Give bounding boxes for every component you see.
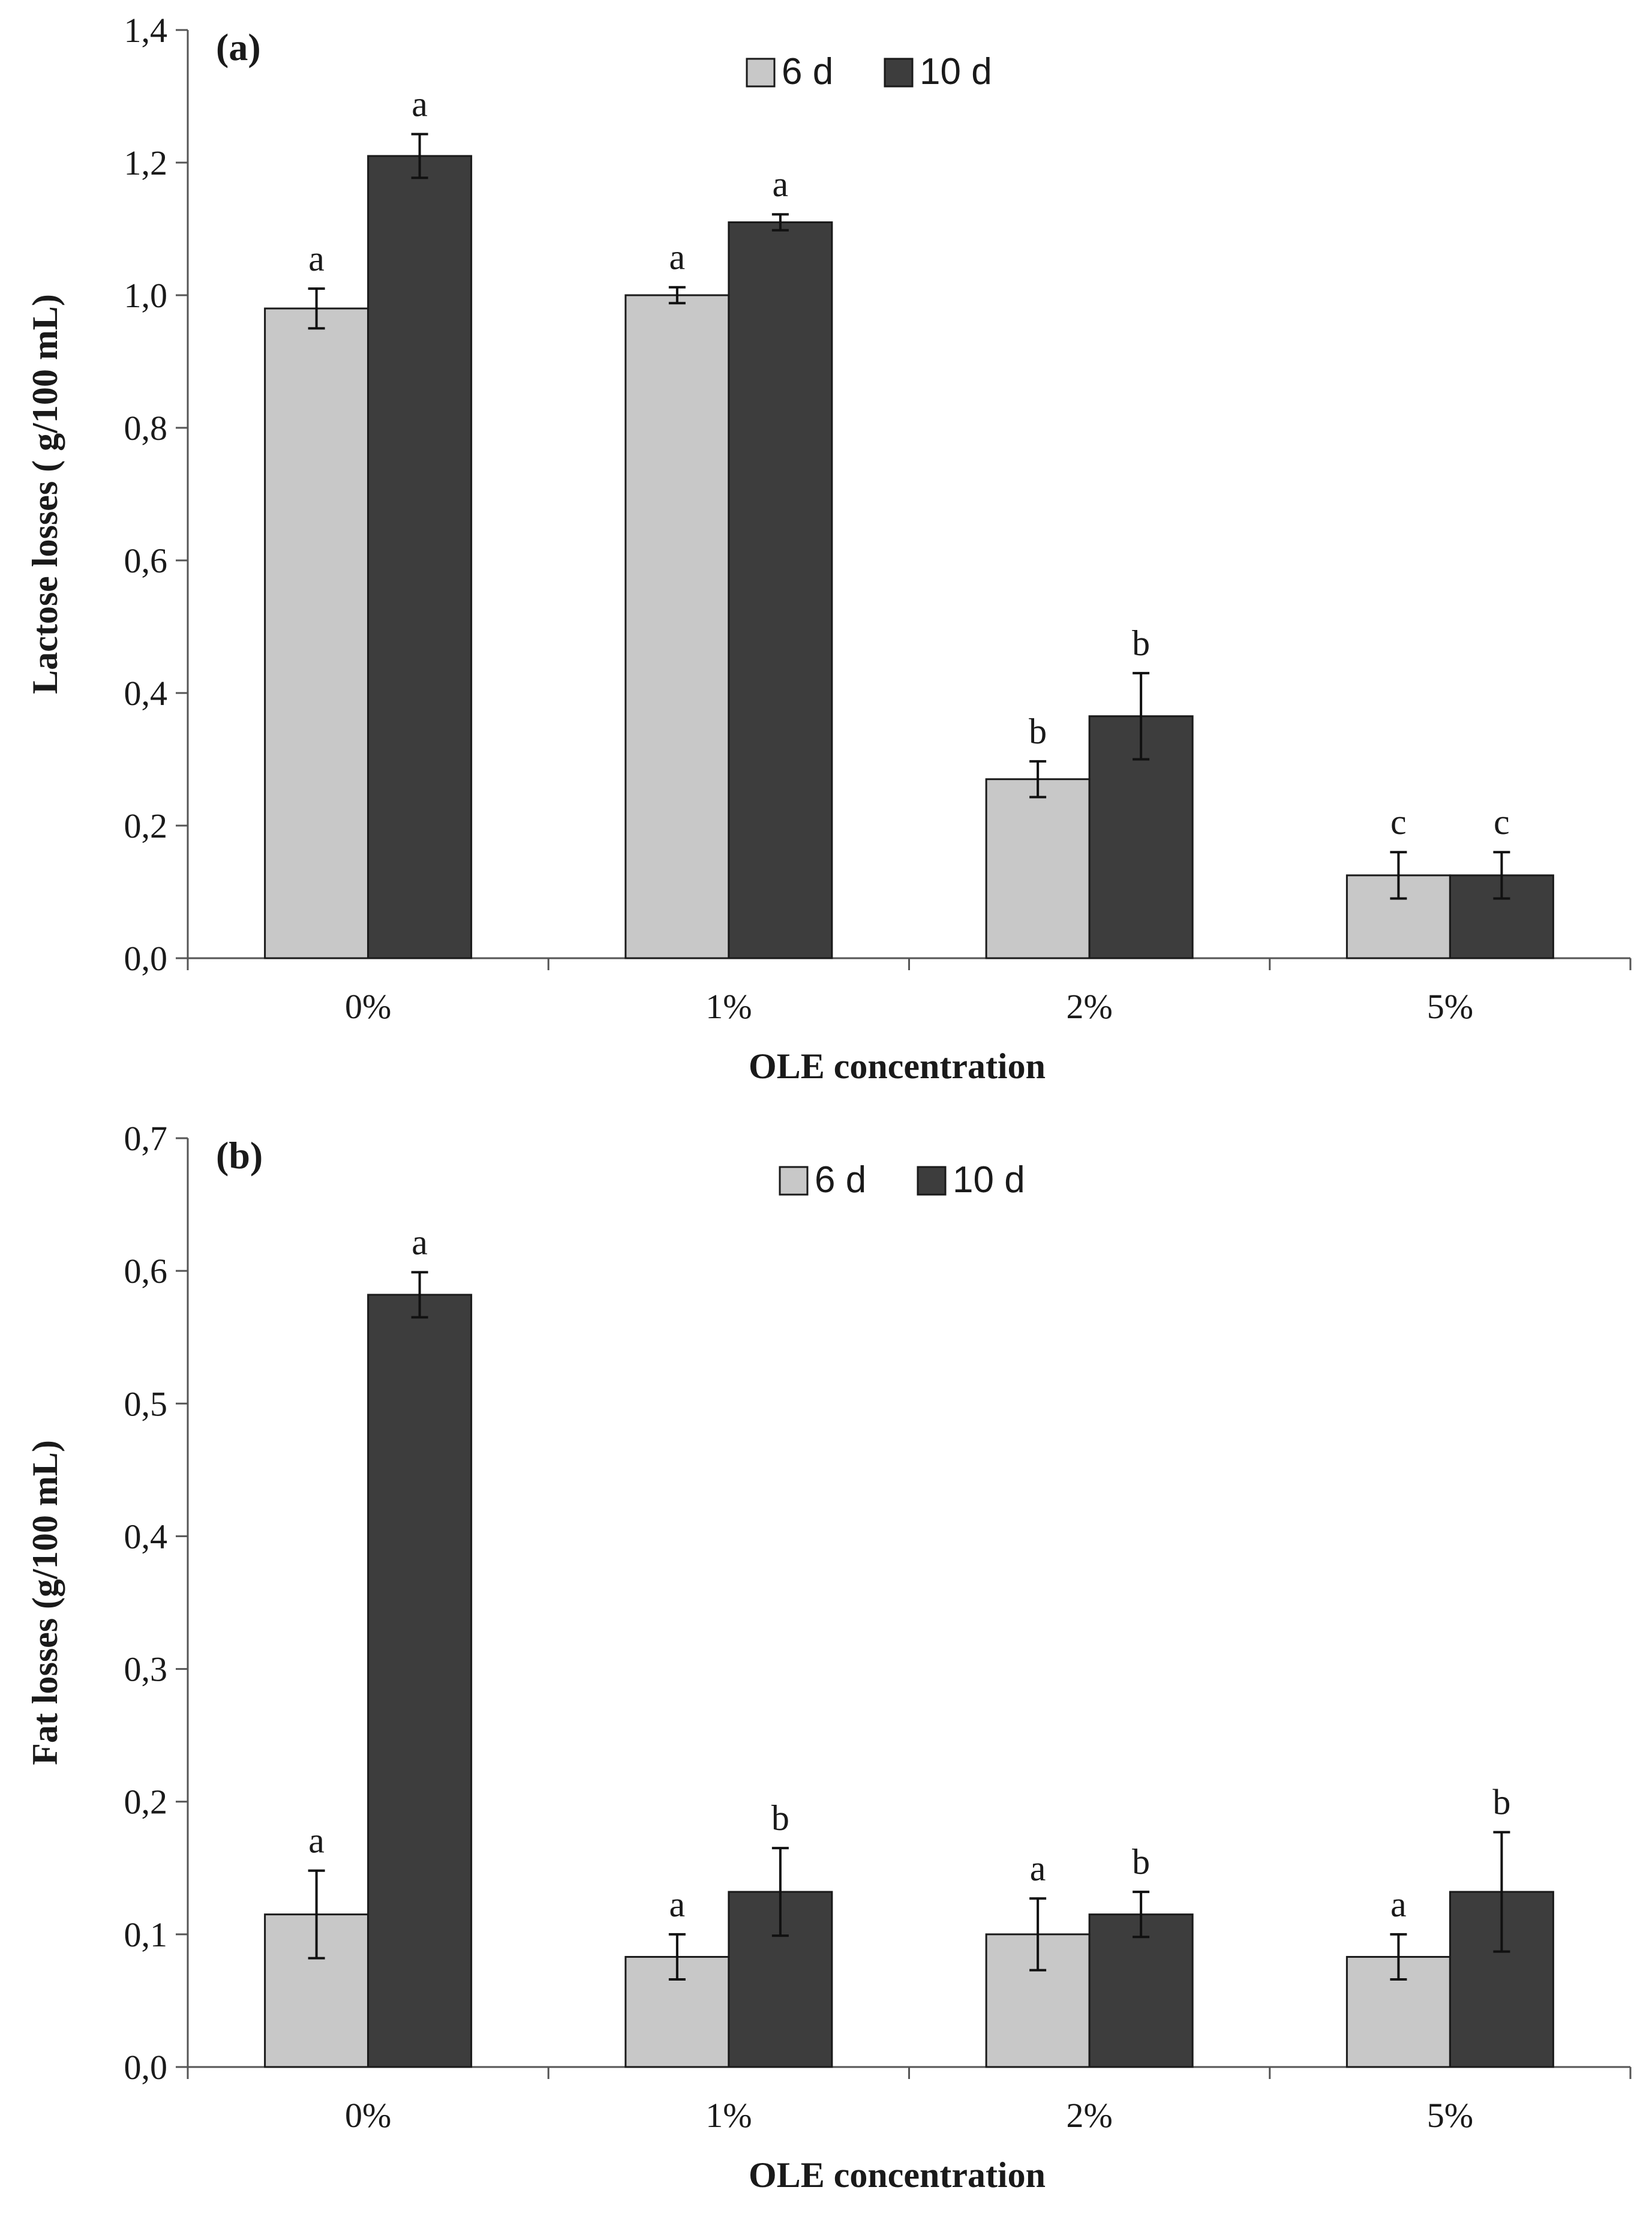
bar-0pct-10d	[367, 1294, 473, 2068]
x-tick-label: 2%	[1066, 2096, 1112, 2135]
y-tick-label: 0,6	[124, 1252, 168, 1291]
y-tick-label: 0,4	[124, 1517, 168, 1556]
chart-panel-b: 0,0 0,1 0,2 0,3 0,4 0,5 0,6 0,7 a a 0% a b 1% a b 2% a b 5%…	[25, 1119, 1632, 2195]
significance-letter: b	[1132, 1842, 1150, 1882]
y-tick-label: 0,1	[124, 1915, 168, 1954]
panel-label: (b)	[216, 1134, 263, 1177]
significance-letter: c	[1494, 802, 1510, 842]
y-axis-label: Lactose losses ( g/100 mL)	[25, 294, 65, 694]
significance-letter: a	[308, 239, 325, 278]
bar-2pct-6d	[985, 778, 1091, 959]
x-tick-label: 0%	[345, 2096, 391, 2135]
significance-letter: c	[1390, 802, 1407, 842]
y-axis-label: Fat losses (g/100 mL)	[25, 1440, 65, 1765]
significance-letter: a	[412, 84, 428, 124]
significance-letter: b	[771, 1798, 789, 1838]
x-tick-label: 5%	[1427, 987, 1473, 1026]
x-tick-label: 0%	[345, 987, 391, 1026]
significance-letter: a	[669, 1885, 686, 1924]
significance-letter: b	[1029, 712, 1047, 751]
legend-swatch-10d	[917, 1166, 947, 1196]
bar-1pct-10d	[728, 221, 833, 959]
legend: 6 d 10 d	[779, 1159, 1025, 1201]
significance-letter: a	[412, 1222, 428, 1262]
x-axis-label: OLE concentration	[749, 2155, 1046, 2195]
x-tick-label: 1%	[705, 2096, 752, 2135]
significance-letter: a	[669, 238, 686, 277]
x-tick-label: 1%	[705, 987, 752, 1026]
legend-swatch-6d	[746, 58, 776, 88]
y-tick-label: 0,8	[124, 409, 168, 448]
y-tick-label: 0,6	[124, 541, 168, 580]
x-axis-label: OLE concentration	[749, 1046, 1046, 1086]
significance-letter: a	[1030, 1849, 1046, 1888]
x-tick-label: 2%	[1066, 987, 1112, 1026]
y-tick-label: 1,0	[124, 276, 168, 315]
y-tick-label: 0,0	[124, 2048, 168, 2087]
legend-label: 10 d	[920, 51, 992, 92]
panel-label: (a)	[216, 26, 261, 68]
bar-0pct-10d	[367, 155, 473, 959]
significance-letter: b	[1132, 623, 1150, 663]
legend-swatch-10d	[884, 58, 914, 88]
y-tick-label: 0,0	[124, 939, 168, 978]
legend-label: 10 d	[953, 1159, 1025, 1201]
y-tick-label: 0,3	[124, 1650, 168, 1689]
y-tick-label: 0,7	[124, 1119, 168, 1158]
y-tick-label: 0,2	[124, 806, 168, 845]
legend-label: 6 d	[815, 1159, 866, 1201]
bar-1pct-6d	[624, 294, 730, 959]
y-tick-label: 0,2	[124, 1783, 168, 1822]
significance-letter: a	[308, 1821, 325, 1861]
significance-letter: a	[773, 164, 789, 204]
chart-panel-a: 0,0 0,2 0,4 0,6 0,8 1,0 1,2 1,4 a a 0% a a 1% b b 2% c c 5%…	[25, 11, 1632, 1086]
bar-0pct-6d	[264, 307, 370, 959]
bar-5pct-6d	[1345, 1955, 1451, 2068]
y-tick-label: 0,4	[124, 674, 168, 713]
x-tick-label: 5%	[1427, 2096, 1473, 2135]
y-tick-label: 1,4	[124, 11, 168, 50]
legend-label: 6 d	[782, 51, 833, 92]
y-tick-label: 1,2	[124, 143, 168, 182]
y-tick-label: 0,5	[124, 1384, 168, 1423]
legend: 6 d 10 d	[746, 51, 992, 92]
significance-letter: b	[1492, 1783, 1510, 1822]
legend-swatch-6d	[779, 1166, 809, 1196]
significance-letter: a	[1390, 1885, 1407, 1924]
